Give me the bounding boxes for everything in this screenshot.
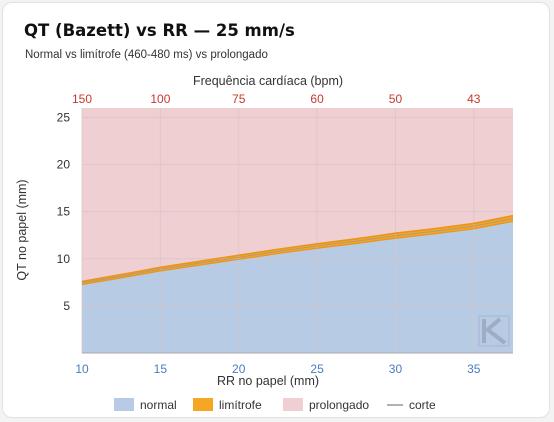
x-tick-label: 15 [154,362,168,376]
line-normal [82,220,513,286]
chart-lines [82,214,513,286]
x-tick-label: 35 [467,362,481,376]
x2-axis-title: Frequência cardíaca (bpm) [193,74,343,88]
y-axis-title: QT no papel (mm) [15,179,29,280]
line-corte [82,218,513,284]
legend-label-corte: corte [409,398,436,412]
y-tick-label: 20 [57,158,71,172]
x-tick-label: 25 [310,362,324,376]
x2-tick-label: 50 [389,92,403,106]
legend-swatch-limitrofe [193,398,213,411]
legend-label-limitrofe: limítrofe [219,398,262,412]
chart-ticks: 10 15 20 25 30 35 150 100 75 60 50 43 5 10 15 20 25 [57,92,513,376]
chart-subtitle: Normal vs limítrofe (460-480 ms) vs prol… [25,49,268,61]
x-tick-label: 10 [75,362,89,376]
x-axis-title: RR no papel (mm) [217,374,319,388]
x-tick-label: 30 [389,362,403,376]
area-normal [82,221,513,353]
chart-areas [82,108,513,353]
x-tick-label: 20 [232,362,246,376]
x2-tick-label: 100 [150,92,170,106]
chart-grid [81,108,513,353]
area-prolongado [82,108,513,282]
chart-legend: normal limítrofe prolongado corte [114,398,436,412]
y-tick-label: 5 [63,299,70,313]
y-tick-label: 25 [57,110,71,124]
line-limitrofe [82,214,513,283]
y-tick-label: 10 [57,252,71,266]
x2-tick-label: 43 [467,92,481,106]
y-tick-label: 15 [57,205,71,219]
legend-swatch-prolongado [283,398,303,411]
chart-title: QT (Bazett) vs RR — 25 mm/s [24,21,295,40]
x2-tick-label: 150 [72,92,92,106]
k-logo-icon [478,315,510,347]
legend-swatch-normal [114,398,134,411]
x2-tick-label: 60 [310,92,324,106]
legend-label-normal: normal [140,398,177,412]
x2-tick-label: 75 [232,92,246,106]
legend-label-prolongado: prolongado [309,398,369,412]
